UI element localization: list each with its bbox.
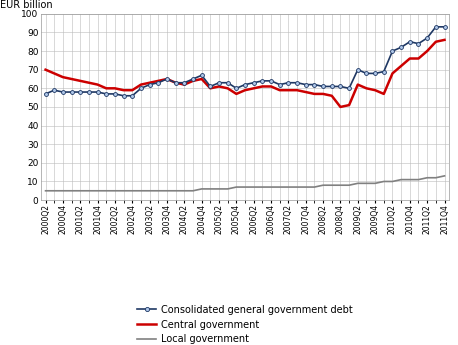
Text: EUR billion: EUR billion (0, 0, 53, 10)
Legend: Consolidated general government debt, Central government, Local government: Consolidated general government debt, Ce… (134, 302, 356, 345)
